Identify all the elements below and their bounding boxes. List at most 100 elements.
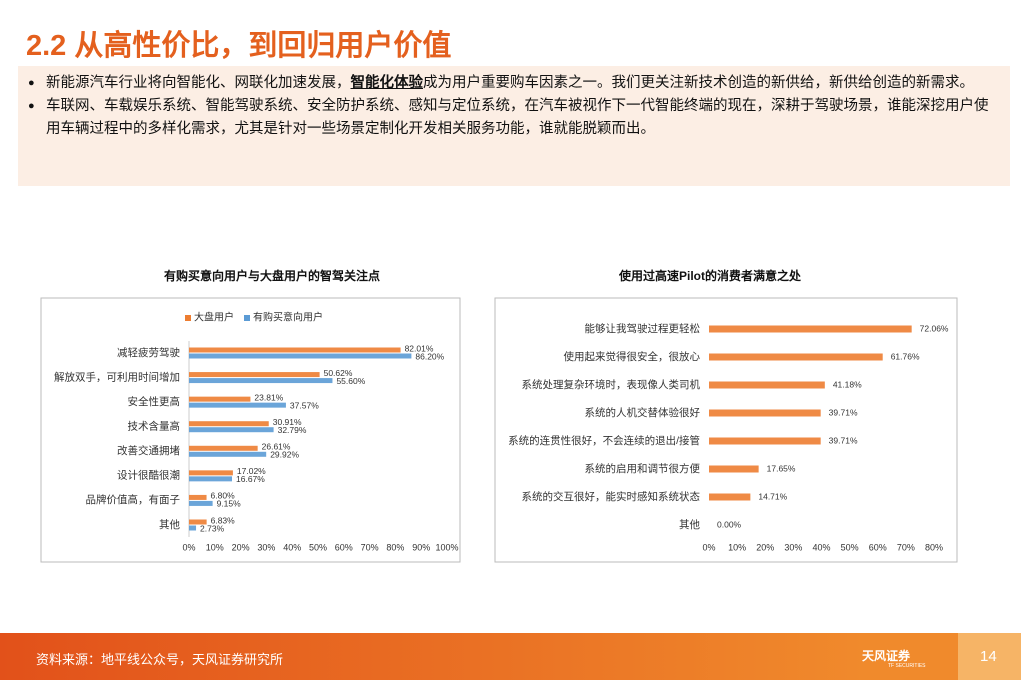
slide-title: 2.2 从高性价比，到回归用户价值 [26,30,452,62]
y-tick-label: 使用起来觉得很安全，很放心 [564,350,701,363]
x-tick-label: 60% [335,542,353,552]
emphasis: 智能化体验 [350,75,424,91]
value-label: 17.65% [767,463,796,473]
bullet: 新能源汽车行业将向智能化、网联化加速发展，智能化体验成为用户重要购车因素之一。我… [28,72,1000,95]
bar [709,325,912,333]
value-label: 29.92% [270,450,299,460]
x-tick-label: 80% [386,542,404,552]
value-label: 72.06% [920,323,949,333]
bar [189,525,197,531]
value-label: 30.91% [273,417,302,427]
footer: 资料来源：地平线公众号，天风证券研究所 天风证券 TF SECURITIES 1… [0,633,1021,680]
bullet: 车联网、车载娱乐系统、智能驾驶系统、安全防护系统、感知与定位系统，在汽车被视作下… [28,95,1000,141]
x-tick-label: 50% [841,542,859,552]
y-tick-label: 系统的人机交替体验很好 [585,406,701,419]
value-label: 32.79% [278,425,307,435]
y-tick-label: 系统处理复杂环境时，表现像人类司机 [522,378,701,391]
bar [189,445,258,451]
x-tick-label: 70% [897,542,915,552]
bar [709,353,883,361]
value-label: 6.80% [211,491,236,501]
chart-title: 有购买意向用户与大盘用户的智驾关注点 [164,268,380,283]
bar [709,465,759,473]
bar [709,493,751,501]
x-tick-label: 40% [812,542,830,552]
page-number-box: 14 [958,633,1021,680]
x-tick-label: 70% [361,542,379,552]
x-tick-label: 90% [412,542,430,552]
text: 车联网、车载娱乐系统、智能驾驶系统、安全防护系统、感知与定位系统，在汽车被视作下… [46,98,989,137]
bar [189,353,412,359]
bar [189,402,286,408]
text: 成为用户重要购车因素之一。我们更关注新技术创造的新供给，新供给创造的新需求。 [423,75,974,91]
value-label: 39.71% [829,435,858,445]
y-tick-label: 能够让我驾驶过程更轻松 [585,322,701,335]
value-label: 9.15% [217,499,242,509]
x-tick-label: 50% [309,542,327,552]
text: 新能源汽车行业将向智能化、网联化加速发展， [46,75,351,91]
x-tick-label: 20% [756,542,774,552]
bar [189,470,233,476]
value-label: 2.73% [200,523,225,533]
value-label: 6.83% [211,515,236,525]
bar [189,451,267,457]
bar [189,347,401,353]
bar [709,409,821,417]
bar [189,519,207,525]
y-tick-label: 其他 [679,518,700,531]
value-label: 61.76% [891,351,920,361]
y-tick-label: 品牌价值高，有面子 [86,493,181,506]
x-tick-label: 60% [869,542,887,552]
legend-label: 有购买意向用户 [253,311,323,324]
x-tick-label: 30% [257,542,275,552]
x-tick-label: 20% [232,542,250,552]
bar [189,378,333,384]
bar [189,372,320,378]
y-tick-label: 系统的连贯性很好，不会连续的退出/接管 [508,434,700,447]
chart-title: 使用过高速Pilot的消费者满意之处 [618,268,802,283]
bullet-box: 新能源汽车行业将向智能化、网联化加速发展，智能化体验成为用户重要购车因素之一。我… [18,66,1010,186]
source: 资料来源：地平线公众号，天风证券研究所 [36,652,284,667]
bar [189,476,233,482]
bar [189,427,274,433]
y-tick-label: 设计很酷很潮 [117,469,180,482]
page-number: 14 [980,648,997,665]
value-label: 39.71% [829,407,858,417]
value-label: 17.02% [237,466,266,476]
y-tick-label: 解放双手，可利用时间增加 [54,370,180,383]
x-tick-label: 100% [435,542,458,552]
bar [709,381,825,389]
value-label: 86.20% [415,351,444,361]
x-tick-label: 40% [283,542,301,552]
chart-frame [494,297,958,563]
legend-swatch [185,315,191,321]
x-tick-label: 10% [206,542,224,552]
y-tick-label: 技术含量高 [128,419,181,432]
value-label: 23.81% [254,392,283,402]
y-tick-label: 系统的交互很好，能实时感知系统状态 [522,490,701,503]
bar [189,494,207,500]
value-label: 82.01% [405,343,434,353]
value-label: 14.71% [758,491,787,501]
legend-swatch [244,315,250,321]
value-label: 41.18% [833,379,862,389]
x-tick-label: 0% [182,542,195,552]
logo-sub: TF SECURITIES [888,663,926,669]
x-tick-label: 0% [702,542,715,552]
bar [189,500,213,506]
value-label: 0.00% [717,519,742,529]
value-label: 55.60% [336,376,365,386]
bar [189,421,269,427]
y-tick-label: 其他 [159,518,180,531]
y-tick-label: 改善交通拥堵 [117,444,180,457]
bar [189,396,251,402]
value-label: 37.57% [290,400,319,410]
value-label: 26.61% [262,442,291,452]
x-tick-label: 10% [728,542,746,552]
y-tick-label: 系统的启用和调节很方便 [585,462,701,475]
x-tick-label: 30% [784,542,802,552]
logo: 天风证券 [862,649,911,663]
value-label: 16.67% [236,474,265,484]
